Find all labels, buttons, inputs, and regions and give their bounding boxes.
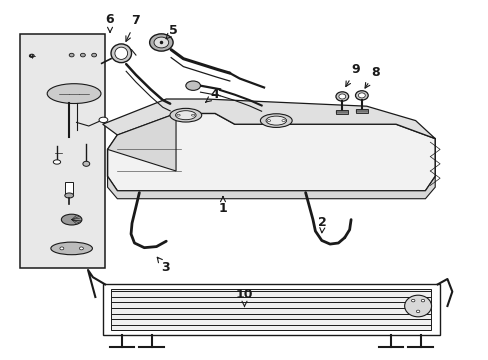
Polygon shape — [102, 99, 434, 139]
Ellipse shape — [154, 37, 168, 48]
Text: 8: 8 — [364, 66, 379, 88]
Ellipse shape — [99, 117, 107, 123]
Polygon shape — [107, 113, 176, 171]
Ellipse shape — [79, 247, 83, 250]
Bar — [355, 109, 367, 113]
Ellipse shape — [421, 300, 424, 302]
Text: 3: 3 — [157, 257, 169, 274]
Ellipse shape — [410, 300, 414, 302]
Bar — [20, 34, 105, 268]
Ellipse shape — [358, 93, 365, 98]
Ellipse shape — [170, 108, 201, 122]
Bar — [336, 110, 347, 114]
Text: 10: 10 — [235, 288, 253, 307]
Ellipse shape — [61, 214, 82, 225]
Ellipse shape — [338, 94, 345, 99]
Bar — [111, 289, 430, 330]
Ellipse shape — [29, 54, 34, 58]
Ellipse shape — [149, 34, 173, 51]
Ellipse shape — [30, 55, 33, 57]
Polygon shape — [107, 176, 434, 199]
Ellipse shape — [335, 92, 348, 101]
Polygon shape — [107, 113, 434, 191]
Ellipse shape — [177, 114, 180, 116]
Text: 5: 5 — [166, 24, 178, 39]
Text: 7: 7 — [125, 14, 140, 41]
Ellipse shape — [185, 81, 200, 90]
Bar — [102, 284, 439, 335]
Ellipse shape — [64, 193, 73, 198]
Ellipse shape — [265, 116, 286, 125]
Ellipse shape — [111, 44, 131, 63]
Bar — [65, 182, 73, 194]
Ellipse shape — [266, 120, 270, 122]
Ellipse shape — [191, 114, 194, 116]
Text: 4: 4 — [205, 88, 219, 102]
Text: 9: 9 — [345, 63, 360, 86]
Ellipse shape — [69, 53, 74, 57]
Ellipse shape — [404, 295, 430, 317]
Ellipse shape — [47, 84, 101, 104]
Ellipse shape — [80, 53, 85, 57]
Ellipse shape — [53, 160, 61, 164]
Ellipse shape — [416, 310, 419, 312]
Ellipse shape — [92, 53, 96, 57]
Ellipse shape — [115, 47, 127, 59]
Ellipse shape — [51, 242, 92, 255]
Ellipse shape — [355, 91, 367, 100]
Text: 1: 1 — [218, 197, 227, 215]
Text: 6: 6 — [105, 13, 114, 32]
Ellipse shape — [260, 114, 291, 127]
Ellipse shape — [175, 111, 196, 120]
Ellipse shape — [60, 247, 63, 250]
Text: 2: 2 — [318, 216, 326, 233]
Ellipse shape — [82, 161, 89, 166]
Ellipse shape — [281, 120, 285, 122]
